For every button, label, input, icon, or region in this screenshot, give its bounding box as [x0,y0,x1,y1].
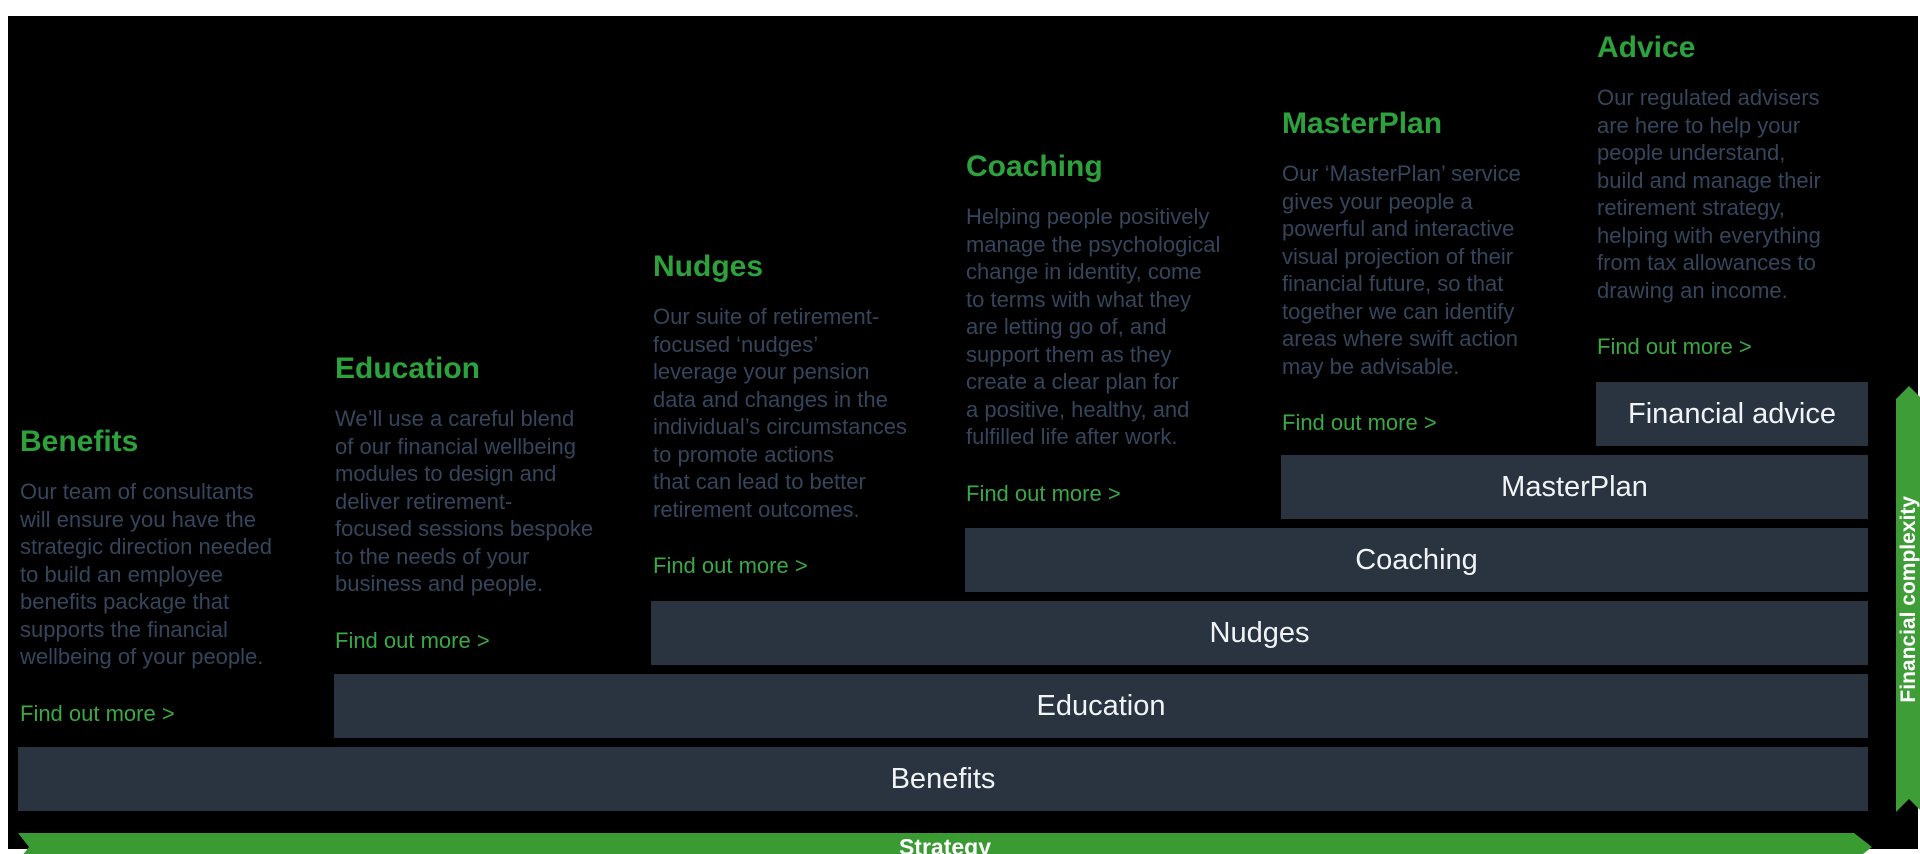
education-bar: Education [334,674,1868,738]
education-column: Education We’ll use a careful blend of o… [335,349,607,654]
coaching-column: Coaching Helping people positively manag… [966,147,1238,507]
nudges-find-out-more-link[interactable]: Find out more > [653,553,808,578]
education-find-out-more-link[interactable]: Find out more > [335,627,490,653]
benefits-heading: Benefits [20,425,139,458]
coaching-description: Helping people positively manage the psy… [966,204,1221,449]
coaching-heading: Coaching [966,150,1103,183]
coaching-find-out-more-link[interactable]: Find out more > [966,480,1121,506]
advice-column: Advice Our regulated advisers are here t… [1597,28,1869,360]
financial-complexity-arrow: Financial complexity [1896,386,1920,812]
advice-find-out-more-link[interactable]: Find out more > [1597,334,1752,359]
education-description: We’ll use a careful blend of our financi… [335,406,594,596]
education-heading: Education [335,352,481,385]
financial-complexity-label: Financial complexity [1897,495,1920,703]
benefits-column: Benefits Our team of consultants will en… [20,422,292,727]
masterplan-find-out-more-link[interactable]: Find out more > [1282,410,1437,435]
nudges-heading: Nudges [653,250,764,283]
nudges-column: Nudges Our suite of retirement- focused … [653,247,925,579]
nudges-bar: Nudges [651,601,1868,665]
strategy-arrow-ribbon: Strategy [18,833,1872,854]
benefits-find-out-more-link[interactable]: Find out more > [20,700,175,726]
benefits-bar: Benefits [18,747,1868,811]
advice-heading: Advice [1597,31,1696,64]
masterplan-heading: MasterPlan [1282,107,1443,140]
masterplan-description: Our ‘MasterPlan’ service gives your peop… [1282,161,1521,379]
nudges-description: Our suite of retirement- focused ‘nudges… [653,304,907,522]
masterplan-column: MasterPlan Our ‘MasterPlan’ service give… [1282,104,1554,436]
advice-description: Our regulated advisers are here to help … [1597,85,1821,303]
diagram-canvas: Benefits Our team of consultants will en… [8,16,1918,849]
masterplan-bar: MasterPlan [1281,455,1868,519]
financial-advice-bar: Financial advice [1596,382,1868,446]
benefits-description: Our team of consultants will ensure you … [20,479,272,669]
coaching-bar: Coaching [965,528,1868,592]
